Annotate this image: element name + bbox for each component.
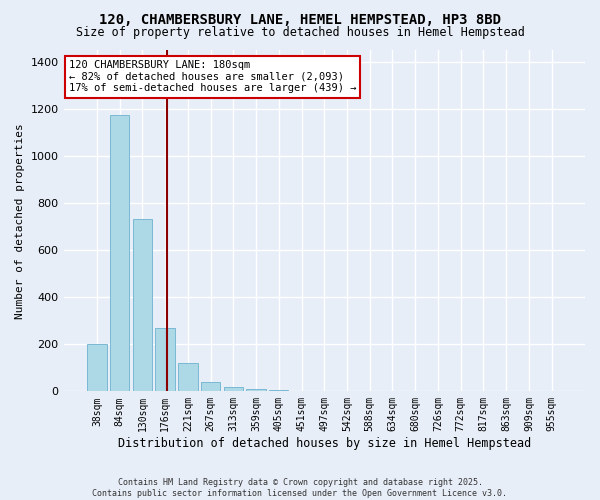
Bar <box>178 363 197 392</box>
Y-axis label: Number of detached properties: Number of detached properties <box>15 123 25 318</box>
Bar <box>292 390 311 392</box>
Bar <box>133 220 152 392</box>
X-axis label: Distribution of detached houses by size in Hemel Hempstead: Distribution of detached houses by size … <box>118 437 531 450</box>
Bar <box>224 387 243 392</box>
Bar <box>87 344 107 392</box>
Text: Contains HM Land Registry data © Crown copyright and database right 2025.
Contai: Contains HM Land Registry data © Crown c… <box>92 478 508 498</box>
Text: 120 CHAMBERSBURY LANE: 180sqm
← 82% of detached houses are smaller (2,093)
17% o: 120 CHAMBERSBURY LANE: 180sqm ← 82% of d… <box>69 60 356 94</box>
Text: Size of property relative to detached houses in Hemel Hempstead: Size of property relative to detached ho… <box>76 26 524 39</box>
Bar <box>155 328 175 392</box>
Bar <box>269 390 289 392</box>
Text: 120, CHAMBERSBURY LANE, HEMEL HEMPSTEAD, HP3 8BD: 120, CHAMBERSBURY LANE, HEMEL HEMPSTEAD,… <box>99 12 501 26</box>
Bar <box>201 382 220 392</box>
Bar <box>110 114 130 392</box>
Bar <box>247 390 266 392</box>
